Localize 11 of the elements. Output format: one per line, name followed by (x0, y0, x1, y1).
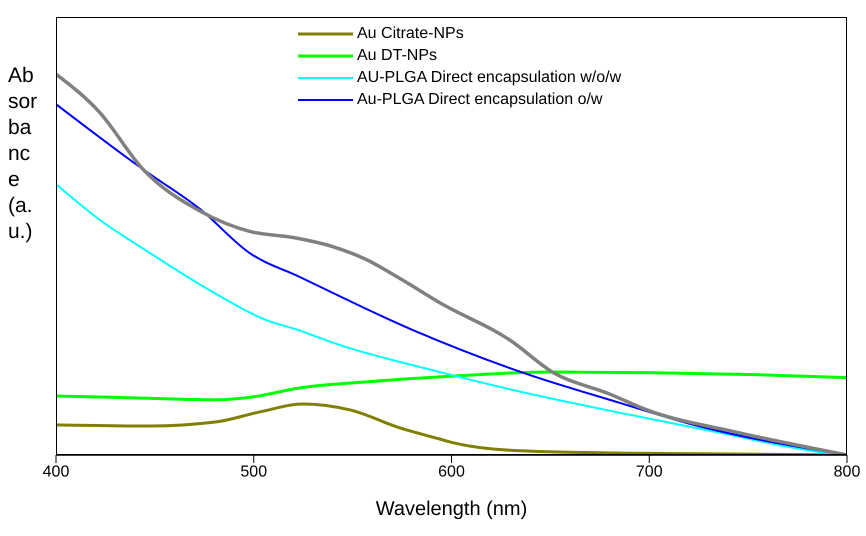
x-tick-label: 800 (834, 463, 860, 480)
legend-label: AU-PLGA Direct encapsulation w/o/w (357, 68, 622, 88)
legend-label: Au-PLGA Direct encapsulation o/w (357, 90, 602, 110)
y-axis-title: Absorbance (a.u.) (8, 63, 38, 245)
x-tick-label: 600 (438, 463, 465, 480)
x-tick-label: 500 (240, 463, 268, 480)
x-axis-title: Wavelength (nm) (376, 498, 528, 520)
x-tick-label: 400 (42, 463, 70, 480)
legend-label: Au DT-NPs (357, 46, 438, 66)
x-tick-label: 700 (636, 463, 663, 480)
legend-label: Au Citrate-NPs (357, 24, 464, 44)
